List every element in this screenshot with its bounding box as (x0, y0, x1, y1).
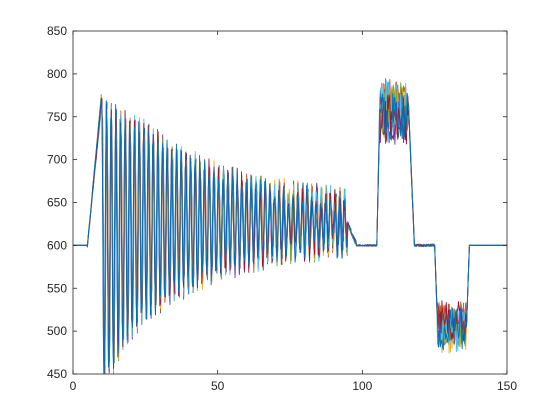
y-tick-label: 750 (47, 110, 67, 124)
y-tick-label: 700 (47, 153, 67, 167)
series-line-8 (73, 92, 507, 374)
y-tick-label: 850 (47, 24, 67, 38)
y-tick-label: 550 (47, 281, 67, 295)
y-tick-label: 450 (47, 367, 67, 381)
x-tick-label: 50 (211, 379, 225, 393)
x-tick-label: 100 (352, 379, 372, 393)
y-tick-label: 650 (47, 196, 67, 210)
y-tick-label: 800 (47, 67, 67, 81)
x-tick-label: 150 (497, 379, 517, 393)
axes-layer: 0 50 100 150 450 500 550 600 650 700 750 800 850 (47, 24, 517, 393)
y-tick-label: 500 (47, 324, 67, 338)
x-tick-label: 0 (70, 379, 77, 393)
series-layer (73, 78, 507, 374)
y-tick-label: 600 (47, 238, 67, 252)
